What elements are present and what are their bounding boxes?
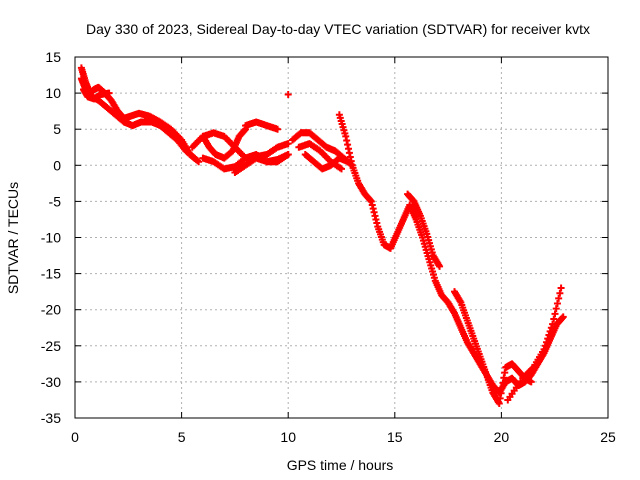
series-track-n [404, 190, 444, 270]
x-tick-label: 5 [178, 429, 186, 445]
data-point-plus [195, 158, 203, 166]
data-point-plus [546, 327, 554, 335]
axis-ticks [74, 56, 609, 419]
data-point-plus [555, 294, 563, 302]
data-point-plus [553, 300, 561, 308]
data-point-plus [274, 125, 282, 133]
y-tick-label: -15 [41, 266, 61, 282]
y-tick-label: -30 [41, 374, 61, 390]
data-point-plus [547, 324, 555, 332]
series-track-i [284, 91, 292, 99]
x-tick-label: 20 [494, 429, 510, 445]
data-point-plus [551, 310, 559, 318]
data-point-plus [552, 305, 560, 313]
data-point-plus [550, 315, 558, 323]
x-tick-label: 25 [600, 429, 616, 445]
series-track-c [80, 85, 113, 103]
data-point-plus [284, 91, 292, 99]
y-tick-label: 5 [53, 121, 61, 137]
y-tick-label: 15 [45, 49, 61, 65]
x-tick-label: 0 [71, 429, 79, 445]
tick-labels: 0 5 10 15 20 25 -35 -30 -25 -20 -15 -10 -5 0 5 10 15 [41, 49, 616, 445]
series-track-j [288, 129, 356, 169]
data-point-plus [541, 342, 549, 350]
series-track-p [504, 284, 565, 404]
data-point-plus [436, 262, 444, 270]
y-tick-label: -10 [41, 230, 61, 246]
data-point-plus [284, 140, 292, 148]
data-point-plus [189, 153, 197, 161]
y-tick-label: -5 [49, 193, 62, 209]
y-tick-label: 0 [53, 157, 61, 173]
series-track-o [450, 288, 535, 408]
y-tick-label: -20 [41, 302, 61, 318]
gridlines [75, 57, 608, 418]
data-point-plus [542, 338, 550, 346]
series-track-g [231, 150, 292, 177]
data-points [77, 64, 567, 408]
data-point-plus [557, 284, 565, 292]
data-point-plus [190, 154, 198, 162]
y-axis-label: SDTVAR / TECUs [5, 182, 21, 294]
data-point-plus [559, 313, 567, 321]
data-point-plus [540, 345, 548, 353]
data-point-plus [545, 331, 553, 339]
series-track-k [295, 140, 345, 173]
data-point-plus [527, 378, 535, 386]
x-tick-label: 10 [280, 429, 296, 445]
x-axis-label: GPS time / hours [287, 457, 394, 473]
y-tick-label: -25 [41, 338, 61, 354]
y-tick-label: 10 [45, 85, 61, 101]
series-track-h [242, 118, 282, 133]
series-track-l [301, 150, 352, 173]
y-tick-label: -35 [41, 410, 61, 426]
chart-title: Day 330 of 2023, Sidereal Day-to-day VTE… [86, 21, 590, 37]
data-point-plus [549, 320, 557, 328]
data-point-plus [556, 289, 564, 297]
data-point-plus [105, 89, 113, 97]
x-tick-label: 15 [387, 429, 403, 445]
data-point-plus [338, 165, 345, 173]
data-point-plus [284, 150, 292, 158]
data-point-plus [544, 335, 552, 343]
